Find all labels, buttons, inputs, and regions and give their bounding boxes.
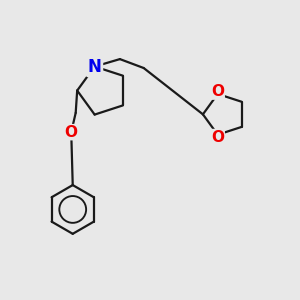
Text: O: O [211,84,224,99]
Text: O: O [211,130,224,145]
Text: O: O [65,125,78,140]
Text: N: N [88,58,102,76]
